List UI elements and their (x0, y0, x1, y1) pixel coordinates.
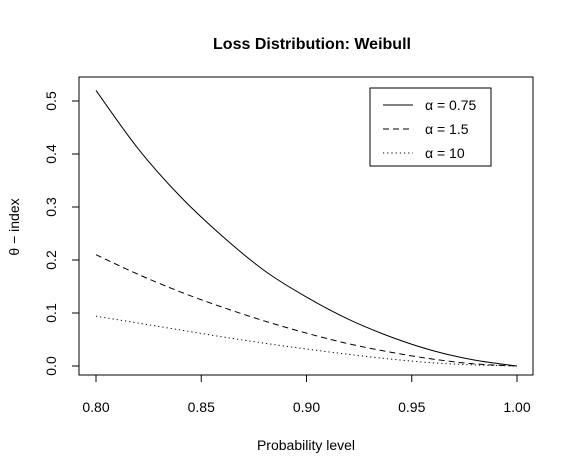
series-line-2 (95, 254, 518, 367)
legend-box (369, 87, 492, 167)
series-line-3 (95, 315, 518, 367)
legend-label: α = 1.5 (425, 121, 469, 137)
y-tick-label: 0.0 (43, 356, 59, 376)
x-tick-label: 0.90 (293, 399, 320, 415)
series-line-1 (95, 90, 518, 367)
x-axis: 0.80 0.85 0.90 0.95 1.00 (82, 374, 531, 415)
legend: α = 0.75 α = 1.5 α = 10 (369, 87, 492, 167)
x-tick-label: 0.80 (82, 399, 109, 415)
y-tick-label: 0.4 (43, 144, 59, 164)
x-tick-label: 0.95 (398, 399, 425, 415)
y-tick-label: 0.1 (43, 303, 59, 323)
y-axis: 0.0 0.1 0.2 0.3 0.4 0.5 (43, 91, 80, 376)
y-tick-label: 0.2 (43, 250, 59, 270)
x-tick-label: 0.85 (188, 399, 215, 415)
y-axis-label: θ − index (6, 198, 22, 255)
legend-label: α = 0.75 (425, 97, 477, 113)
y-tick-label: 0.5 (43, 91, 59, 111)
series-group (95, 90, 518, 367)
y-tick-label: 0.3 (43, 197, 59, 217)
legend-label: α = 10 (425, 145, 465, 161)
chart-title: Loss Distribution: Weibull (213, 36, 411, 53)
x-tick-label: 1.00 (503, 399, 530, 415)
x-axis-label: Probability level (257, 437, 355, 453)
